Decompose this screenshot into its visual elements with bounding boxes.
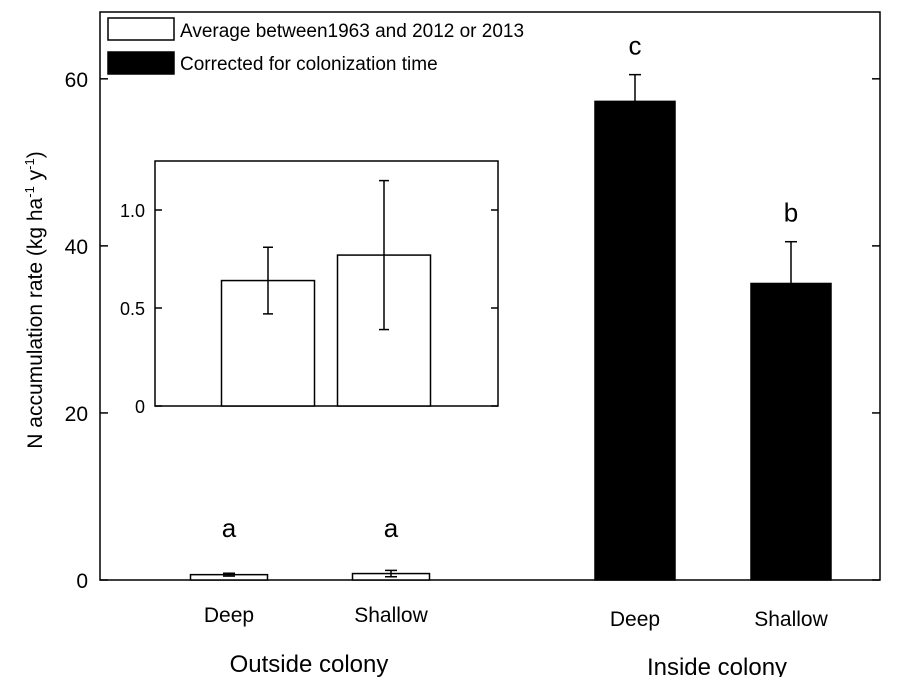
main-bars: a a c b: [189, 31, 832, 581]
y-tick-label: 60: [65, 69, 88, 92]
inset-y-ticks: 0 0.5 1.0: [120, 201, 498, 417]
y-axis-title: N accumulation rate (kg ha-1 y-1): [22, 151, 47, 448]
legend: Average between1963 and 2012 or 2013 Cor…: [107, 17, 524, 75]
inset-y-tick-label: 1.0: [120, 201, 145, 221]
y-axis-title-end: ): [24, 151, 47, 158]
main-y-ticks: 0 20 40 60: [65, 69, 880, 593]
y-axis-title-mid: y: [24, 169, 47, 186]
legend-label-corrected: Corrected for colonization time: [180, 54, 438, 75]
y-axis-title-sup1: -1: [22, 186, 37, 198]
plot-frame: [99, 11, 881, 581]
category-label: Deep: [610, 608, 660, 631]
inset-y-tick-label: 0.5: [120, 299, 145, 319]
inset-frame: [154, 160, 499, 407]
y-axis-title-sup2: -1: [22, 158, 37, 170]
bar: [594, 100, 676, 581]
main-category-labels: Deep Shallow Deep Shallow: [204, 604, 829, 631]
significance-letter: a: [222, 513, 237, 543]
inset-y-tick-label: 0: [135, 397, 145, 417]
inset-bars: [220, 179, 432, 407]
category-label: Shallow: [354, 604, 428, 627]
y-tick-label: 0: [76, 570, 88, 593]
category-label: Shallow: [754, 608, 828, 631]
significance-letter: a: [384, 513, 399, 543]
significance-letter: b: [784, 198, 798, 228]
legend-label-average: Average between1963 and 2012 or 2013: [180, 21, 524, 42]
bar: [750, 282, 832, 581]
legend-swatch-average: [107, 17, 175, 41]
legend-swatch-corrected: [107, 51, 175, 75]
y-tick-label: 40: [65, 236, 88, 259]
y-tick-label: 20: [65, 403, 88, 426]
category-label: Deep: [204, 604, 254, 627]
significance-letter: c: [629, 31, 642, 61]
y-axis-title-main: N accumulation rate (kg ha: [24, 197, 47, 448]
inset-chart: 0 0.5 1.0: [120, 160, 499, 417]
group-label-outside-colony: Outside colony: [230, 651, 389, 677]
group-label-inside-colony: Inside colony: [647, 654, 787, 677]
